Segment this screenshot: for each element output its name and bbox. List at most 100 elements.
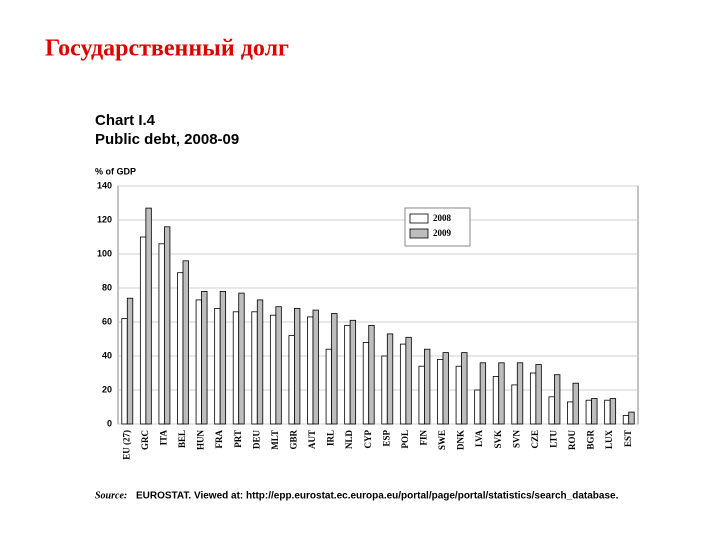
x-tick-label: EU (27) [121, 430, 131, 460]
bar [182, 260, 189, 425]
y-tick-label: 60 [102, 316, 112, 326]
bar [455, 365, 462, 425]
bar [516, 362, 524, 425]
bar [349, 319, 357, 425]
x-tick-label: NLD [344, 430, 354, 450]
bar [424, 348, 431, 425]
bar [585, 399, 592, 425]
x-tick-label: GBR [288, 430, 298, 450]
bar [381, 355, 388, 425]
y-tick-label: 120 [97, 214, 112, 224]
legend-label: 2009 [433, 228, 452, 238]
x-tick-label: DNK [456, 430, 466, 450]
bar [331, 313, 338, 425]
bar [498, 362, 505, 425]
x-tick-label: BGR [586, 430, 596, 450]
x-tick-label: POL [400, 430, 410, 449]
x-tick-label: ESP [381, 430, 391, 447]
bar [177, 272, 184, 425]
y-tick-label: 20 [102, 384, 112, 394]
bar [325, 348, 332, 425]
bar [405, 336, 412, 425]
x-tick-label: EST [623, 430, 633, 447]
bar [256, 299, 264, 425]
x-tick-label: SVK [493, 430, 503, 449]
bar [554, 374, 561, 425]
x-tick-label: ROU [567, 430, 577, 451]
bar [548, 396, 555, 425]
bar [511, 384, 518, 425]
x-tick-label: CYP [363, 430, 373, 449]
bar [567, 401, 574, 425]
bar [238, 292, 245, 425]
x-tick-label: AUT [307, 430, 317, 449]
x-tick-label: FIN [418, 430, 428, 446]
x-tick-label: HUN [196, 430, 206, 451]
bar [572, 382, 579, 425]
y-tick-label: 0 [107, 418, 112, 428]
bar [214, 307, 221, 425]
x-tick-label: FRA [214, 430, 224, 449]
bar [288, 335, 295, 425]
bar [479, 362, 487, 425]
x-tick-label: ITA [158, 430, 168, 446]
bar [269, 314, 277, 425]
bar [492, 375, 500, 425]
bar [251, 311, 258, 425]
bar [294, 307, 301, 425]
bar [437, 358, 444, 425]
bar [362, 341, 370, 425]
bar [386, 333, 394, 425]
chart-title: Chart I.4 [95, 112, 156, 129]
x-tick-label: GRC [140, 430, 150, 450]
x-tick-label: LTU [548, 430, 558, 448]
bar [474, 389, 481, 425]
bar [368, 324, 375, 425]
x-tick-label: BEL [177, 430, 187, 448]
y-tick-label: 80 [102, 282, 112, 292]
bar [219, 290, 227, 425]
bar [399, 343, 407, 425]
bar [307, 316, 314, 425]
x-tick-label: CZE [530, 430, 540, 449]
x-tick-label: LVA [474, 429, 484, 447]
bar [145, 207, 152, 425]
x-tick-label: MLT [270, 430, 280, 450]
bar [139, 236, 147, 425]
bar [622, 415, 630, 425]
bar [201, 290, 208, 425]
x-tick-label: SWE [437, 430, 447, 450]
x-tick-label: DEU [251, 430, 261, 450]
bar [418, 365, 425, 425]
bar [604, 399, 611, 425]
bar [121, 318, 128, 425]
legend-swatch [409, 228, 429, 239]
bar [164, 226, 171, 425]
bar [628, 411, 635, 425]
legend-label: 2008 [433, 213, 452, 223]
slide-title: Государственный долг [45, 36, 289, 62]
source-label: Source: [95, 490, 127, 501]
x-tick-label: SVN [511, 430, 521, 449]
chart-subtitle: Public debt, 2008-09 [95, 131, 239, 148]
bar [195, 299, 202, 425]
bar [344, 324, 351, 425]
bar [312, 309, 319, 425]
bar [591, 398, 598, 425]
y-tick-label: 140 [97, 180, 112, 190]
legend-box [404, 207, 471, 247]
bar [535, 364, 542, 425]
bar [232, 311, 240, 425]
bar [529, 372, 537, 425]
x-tick-label: LUX [604, 430, 614, 450]
bar [442, 352, 449, 425]
x-tick-label: PRT [233, 430, 243, 448]
x-tick-label: IRL [326, 430, 336, 446]
source: EUROSTAT. Viewed at: http://epp.eurostat… [136, 491, 619, 502]
bar [609, 398, 617, 425]
y-tick-label: 100 [97, 248, 112, 258]
bar [126, 297, 134, 425]
bar [275, 306, 282, 425]
bar [461, 352, 468, 425]
y-axis-label: % of GDP [95, 166, 136, 176]
